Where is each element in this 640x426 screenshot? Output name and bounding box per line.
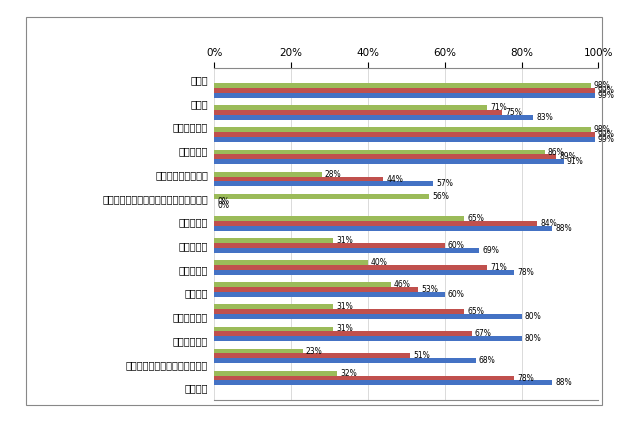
Text: オンライン通話・電話等の活用: オンライン通話・電話等の活用 (125, 360, 208, 370)
Bar (214, 336, 522, 341)
Text: 80%: 80% (525, 334, 541, 343)
Bar (214, 260, 368, 265)
Text: 日用品の備蓄: 日用品の備蓄 (173, 336, 208, 346)
Text: 23%: 23% (306, 347, 323, 356)
Text: 67%: 67% (475, 329, 492, 338)
Text: 78%: 78% (517, 374, 534, 383)
Bar (214, 354, 410, 358)
Bar (214, 287, 418, 292)
Bar (214, 115, 533, 120)
Bar (214, 127, 591, 132)
Bar (214, 238, 333, 243)
Bar (214, 132, 595, 137)
Text: 31%: 31% (337, 236, 353, 245)
Bar (214, 194, 429, 199)
Text: 99%: 99% (598, 130, 614, 139)
Bar (214, 93, 595, 98)
Text: 71%: 71% (490, 263, 507, 272)
Text: 88%: 88% (556, 224, 572, 233)
Text: 31%: 31% (337, 302, 353, 311)
Bar (214, 83, 591, 88)
Text: 28%: 28% (325, 170, 342, 178)
Bar (214, 105, 487, 110)
Text: 体温測定: 体温測定 (184, 289, 208, 299)
Bar (214, 221, 537, 226)
Text: 84%: 84% (540, 219, 557, 228)
Text: 89%: 89% (559, 153, 576, 161)
Bar (214, 248, 479, 253)
Text: 31%: 31% (337, 325, 353, 334)
Text: 98%: 98% (594, 125, 611, 135)
Bar (214, 216, 464, 221)
Bar (214, 376, 514, 380)
Text: 86%: 86% (548, 147, 564, 156)
Bar (214, 282, 391, 287)
Bar (214, 305, 333, 309)
Bar (214, 331, 472, 336)
Bar (214, 380, 552, 386)
Text: 56%: 56% (433, 192, 449, 201)
Text: 60%: 60% (448, 241, 465, 250)
Text: 情報収集: 情報収集 (184, 383, 208, 394)
Bar (214, 326, 333, 331)
Bar (214, 177, 383, 181)
Text: 食事に配慮: 食事に配慮 (179, 241, 208, 251)
Bar (214, 88, 595, 93)
Text: 44%: 44% (387, 175, 403, 184)
Text: 99%: 99% (598, 86, 614, 95)
Text: 46%: 46% (394, 280, 411, 289)
Text: うがい: うがい (190, 99, 208, 109)
Text: 91%: 91% (567, 157, 584, 166)
Text: 88%: 88% (556, 378, 572, 387)
Bar (214, 181, 433, 186)
Text: 78%: 78% (517, 268, 534, 277)
Text: 57%: 57% (436, 179, 453, 188)
Bar (214, 137, 595, 142)
Text: 75%: 75% (506, 108, 522, 117)
Bar (214, 358, 476, 363)
Bar (214, 159, 564, 164)
Text: 69%: 69% (483, 246, 499, 255)
Bar (214, 150, 545, 155)
Bar (214, 309, 464, 314)
Bar (214, 243, 445, 248)
Bar (214, 314, 522, 319)
Bar (214, 172, 322, 177)
Text: 65%: 65% (467, 214, 484, 223)
Text: 0%: 0% (218, 197, 230, 206)
Bar (214, 265, 487, 270)
Text: 32%: 32% (340, 368, 357, 378)
Text: 98%: 98% (594, 81, 611, 90)
Text: 80%: 80% (525, 312, 541, 321)
Text: 99%: 99% (598, 91, 614, 100)
Text: 60%: 60% (448, 290, 465, 299)
Text: 40%: 40% (371, 258, 388, 267)
Bar (214, 110, 502, 115)
Legend: 5月, 7月, 11月: 5月, 7月, 11月 (201, 0, 356, 3)
Text: 手指の消毒: 手指の消毒 (179, 146, 208, 156)
Text: 食料品の備蓄: 食料品の備蓄 (173, 312, 208, 322)
Text: 68%: 68% (479, 356, 495, 365)
Text: 身の回りの物の消毒: 身の回りの物の消毒 (155, 170, 208, 180)
Bar (214, 292, 445, 297)
Text: 65%: 65% (467, 307, 484, 316)
Text: 53%: 53% (421, 285, 438, 294)
Bar (214, 155, 556, 159)
Text: 手洗い: 手洗い (190, 75, 208, 85)
Bar (214, 270, 514, 275)
Text: 部屋の換気: 部屋の換気 (179, 217, 208, 227)
Text: 生活に配慮: 生活に配慮 (179, 265, 208, 275)
Text: 71%: 71% (490, 104, 507, 112)
Text: 51%: 51% (413, 351, 430, 360)
Text: インフルエンザ予防接種（予定を含む）: インフルエンザ予防接種（予定を含む） (102, 194, 208, 204)
Text: 0%: 0% (218, 201, 230, 210)
Bar (214, 226, 552, 230)
Text: 83%: 83% (536, 113, 553, 122)
Bar (214, 348, 303, 354)
Bar (214, 371, 337, 376)
Text: マスクの着用: マスクの着用 (173, 123, 208, 132)
Text: 99%: 99% (598, 135, 614, 144)
